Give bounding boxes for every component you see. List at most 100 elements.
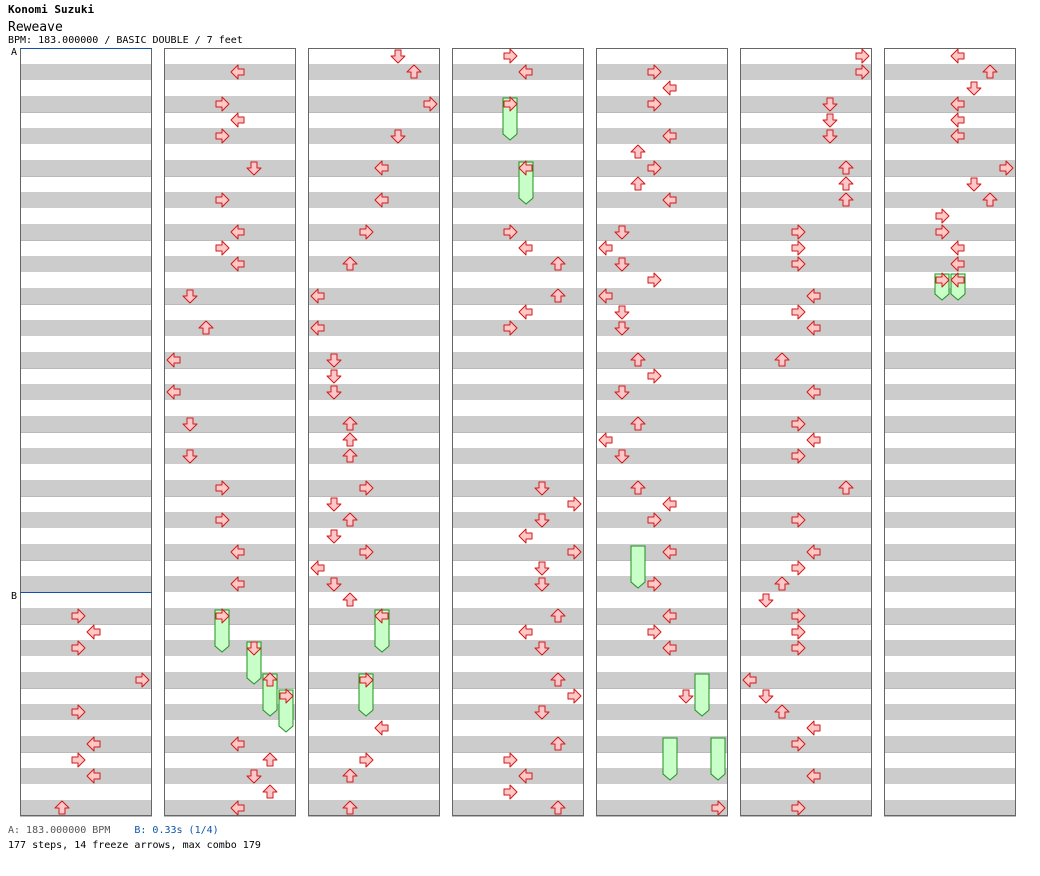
step-arrow bbox=[647, 96, 662, 112]
step-arrow bbox=[950, 48, 965, 64]
stripe bbox=[164, 608, 296, 624]
step-arrow bbox=[838, 192, 854, 207]
stripe bbox=[452, 608, 584, 624]
stripe bbox=[452, 576, 584, 592]
stripe bbox=[452, 256, 584, 272]
step-arrow bbox=[359, 672, 374, 688]
freeze-arrow bbox=[374, 609, 390, 653]
stripe bbox=[740, 544, 872, 560]
step-arrow bbox=[822, 97, 838, 112]
stripe bbox=[740, 256, 872, 272]
stripe bbox=[884, 416, 1016, 432]
step-arrow bbox=[135, 672, 150, 688]
step-arrow bbox=[838, 176, 854, 191]
step-arrow bbox=[630, 480, 646, 495]
stripe bbox=[452, 704, 584, 720]
step-arrow bbox=[374, 720, 389, 736]
step-arrow bbox=[791, 224, 806, 240]
step-arrow bbox=[342, 256, 358, 271]
stripe bbox=[740, 352, 872, 368]
step-arrow bbox=[791, 256, 806, 272]
step-arrow bbox=[647, 272, 662, 288]
step-arrow bbox=[86, 736, 101, 752]
step-arrow bbox=[230, 64, 245, 80]
stripe bbox=[596, 256, 728, 272]
step-arrow bbox=[359, 480, 374, 496]
stripe bbox=[164, 64, 296, 80]
stripe bbox=[596, 544, 728, 560]
column-border bbox=[596, 48, 728, 816]
stripe bbox=[20, 96, 152, 112]
stripe bbox=[884, 320, 1016, 336]
stripe bbox=[164, 512, 296, 528]
step-arrow bbox=[791, 416, 806, 432]
step-arrow bbox=[662, 80, 677, 96]
stripe bbox=[596, 224, 728, 240]
stripe bbox=[596, 320, 728, 336]
step-arrow bbox=[950, 128, 965, 144]
stripe bbox=[740, 608, 872, 624]
stripe bbox=[308, 672, 440, 688]
step-arrow bbox=[71, 640, 86, 656]
stripe bbox=[740, 640, 872, 656]
stripe bbox=[308, 704, 440, 720]
stripe bbox=[884, 288, 1016, 304]
step-arrow bbox=[279, 688, 294, 704]
stripe bbox=[308, 448, 440, 464]
step-arrow bbox=[518, 304, 533, 320]
step-arrow bbox=[806, 720, 821, 736]
stripe bbox=[164, 192, 296, 208]
step-arrow bbox=[630, 352, 646, 367]
stripe bbox=[596, 736, 728, 752]
step-arrow bbox=[614, 257, 630, 272]
marker-b: B bbox=[11, 591, 18, 602]
stripe bbox=[20, 352, 152, 368]
step-arrow bbox=[230, 736, 245, 752]
stripe bbox=[884, 224, 1016, 240]
stripe bbox=[308, 512, 440, 528]
step-arrow bbox=[342, 416, 358, 431]
stripe bbox=[308, 768, 440, 784]
stripe bbox=[164, 320, 296, 336]
step-arrow bbox=[518, 160, 533, 176]
step-arrow bbox=[518, 768, 533, 784]
step-arrow bbox=[182, 289, 198, 304]
stripe bbox=[740, 704, 872, 720]
step-arrow bbox=[758, 689, 774, 704]
stripe bbox=[596, 288, 728, 304]
column-border bbox=[308, 48, 440, 816]
column-border bbox=[452, 48, 584, 816]
step-arrow bbox=[550, 736, 566, 751]
step-arrow bbox=[166, 352, 181, 368]
step-arrow bbox=[630, 176, 646, 191]
step-arrow bbox=[246, 161, 262, 176]
step-arrow bbox=[806, 432, 821, 448]
stripe bbox=[164, 160, 296, 176]
stripe bbox=[164, 736, 296, 752]
stripe bbox=[740, 416, 872, 432]
step-arrow bbox=[534, 705, 550, 720]
stripe bbox=[596, 480, 728, 496]
stripe bbox=[884, 384, 1016, 400]
step-arrow bbox=[310, 288, 325, 304]
step-arrow bbox=[182, 449, 198, 464]
step-arrow bbox=[503, 224, 518, 240]
stripe bbox=[884, 576, 1016, 592]
stripe bbox=[452, 224, 584, 240]
stripe bbox=[164, 640, 296, 656]
step-arrow bbox=[262, 672, 278, 687]
step-arrow bbox=[567, 496, 582, 512]
step-arrow bbox=[71, 608, 86, 624]
step-arrow bbox=[71, 752, 86, 768]
stripe bbox=[884, 64, 1016, 80]
step-arrow bbox=[215, 608, 230, 624]
step-arrow bbox=[598, 240, 613, 256]
step-arrow bbox=[215, 240, 230, 256]
step-arrow bbox=[662, 128, 677, 144]
stripe bbox=[164, 544, 296, 560]
step-arrow bbox=[806, 544, 821, 560]
stripe bbox=[452, 384, 584, 400]
step-arrow bbox=[614, 385, 630, 400]
stripe bbox=[452, 448, 584, 464]
stripe bbox=[596, 640, 728, 656]
